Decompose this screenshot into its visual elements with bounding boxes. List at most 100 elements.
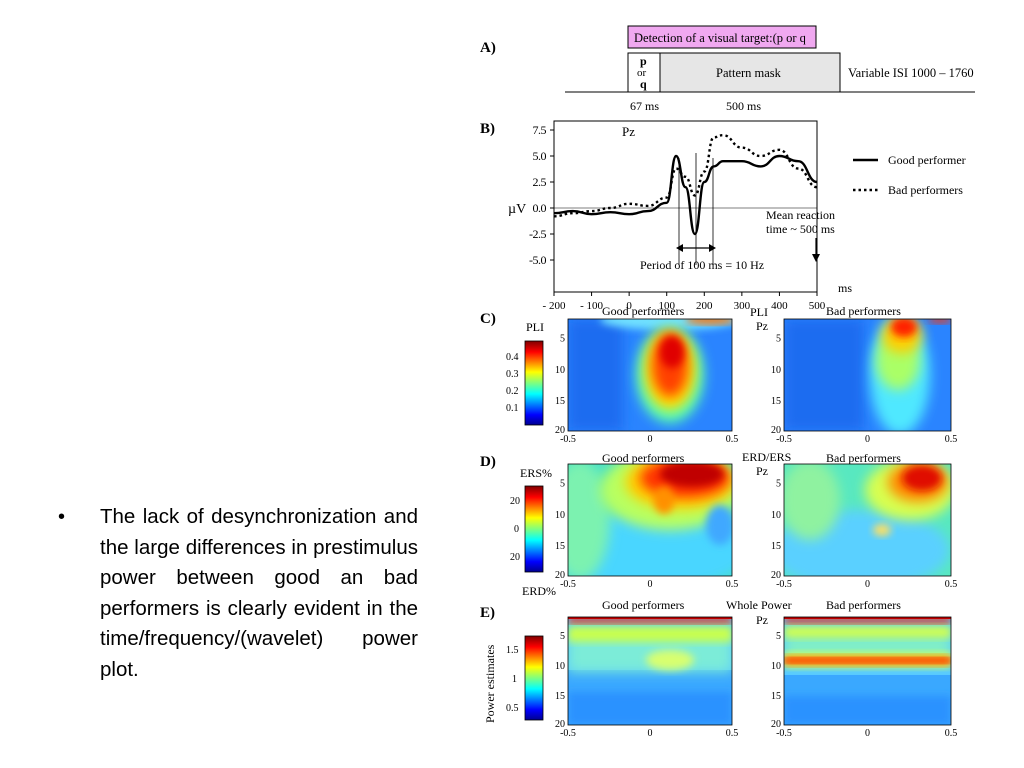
- erp-y-tick-label: 5.0: [533, 149, 547, 163]
- heatmap-e-right-y-tick-label: 20: [771, 719, 781, 730]
- heatmap-d-right-x-tick-label: 0.5: [945, 579, 958, 590]
- panel-e-colorbar: [524, 635, 544, 721]
- erp-x-unit: ms: [838, 281, 852, 295]
- legend-good-label: Good performer: [888, 153, 966, 167]
- isi-label: Variable ISI 1000 – 1760: [848, 66, 974, 80]
- panel-d-colorbar-tick-bottom: 20: [510, 552, 520, 563]
- heatmap-d-right-y-tick-label: 20: [771, 570, 781, 581]
- erp-y-tick-label: 7.5: [533, 123, 547, 137]
- erp-x-tick-label: - 200: [543, 300, 566, 312]
- erp-x-tick-label: 200: [696, 300, 713, 312]
- heatmap-d-left-y-tick-label: 10: [555, 510, 565, 521]
- panel-d-heatmap-bad: [784, 464, 951, 576]
- heatmap-e-right-y-tick-label: 10: [771, 661, 781, 672]
- heatmap-d-left-y-tick-label: 15: [555, 541, 565, 552]
- panel-e-colorbar-tick-05: 0.5: [506, 703, 519, 714]
- period-arrow-right-head: [709, 244, 716, 252]
- heatmap-e-right-y-tick-label: 5: [776, 631, 781, 642]
- heatmap-d-right-y-tick-label: 10: [771, 510, 781, 521]
- erp-x-tick-label: 100: [658, 300, 675, 312]
- heatmap-c-left-y-tick-label: 20: [555, 425, 565, 436]
- rt-annotation-line1: Mean reaction: [766, 208, 835, 222]
- erp-x-tick-label: 0: [626, 300, 632, 312]
- heatmap-e-right-x-tick-label: 0: [865, 728, 870, 739]
- erp-y-tick-label: -2.5: [529, 227, 546, 241]
- heatmap-c-right-y-tick-label: 20: [771, 425, 781, 436]
- heatmap-c-left-x-tick-label: -0.5: [560, 434, 576, 445]
- panel-d-title-right: Bad performers: [826, 451, 901, 465]
- erp-x-tick-label: 400: [771, 300, 788, 312]
- heatmap-d-left-x-tick-label: 0: [648, 579, 653, 590]
- heatmap-d-right-x-tick-label: -0.5: [776, 579, 792, 590]
- rt-arrow-head: [812, 254, 820, 262]
- time-label-67: 67 ms: [630, 99, 659, 113]
- heatmap-c-left-y-tick-label: 10: [555, 365, 565, 376]
- heatmap-c-right-x-tick-label: 0: [865, 434, 870, 445]
- panel-c-colorbar-label: PLI: [526, 320, 544, 334]
- panel-e-title-right: Bad performers: [826, 598, 901, 612]
- panel-e-heatmap-bad-frame: [783, 616, 952, 726]
- heatmap-e-right-y-tick-label: 15: [771, 691, 781, 702]
- erp-series-good: [553, 154, 818, 236]
- panel-c-heatmap-bad: [784, 319, 951, 431]
- heatmap-e-left-x-tick-label: 0: [648, 728, 653, 739]
- stim-letter-p: p: [640, 54, 647, 68]
- erp-series-bad: [553, 133, 818, 218]
- heatmap-c-right-x-tick-label: -0.5: [776, 434, 792, 445]
- panel-c-colorbar-tick-04: 0.4: [506, 352, 519, 363]
- mask-box: [659, 52, 841, 93]
- erp-y-axis-label: µV: [508, 202, 526, 217]
- panel-c-label: C): [480, 311, 496, 327]
- panel-d-middle-label-1: ERD/ERS: [742, 450, 791, 464]
- erp-y-tick-label: 0.0: [533, 201, 547, 215]
- panel-d-middle-label-2: Pz: [756, 464, 768, 478]
- period-arrow-left-head: [676, 244, 683, 252]
- erp-x-tick-label: 300: [734, 300, 751, 312]
- panel-b-label: B): [480, 121, 495, 137]
- panel-d-title-left: Good performers: [602, 451, 685, 465]
- heatmap-c-right-x-tick-label: 0.5: [945, 434, 958, 445]
- panel-d-heatmap-good-frame: [567, 463, 733, 577]
- erp-plot-frame: [553, 120, 818, 293]
- time-label-500: 500 ms: [726, 99, 761, 113]
- panel-d-colorbar-tick-mid: 0: [514, 524, 519, 535]
- panel-d-heatmap-bad-frame: [783, 463, 952, 577]
- panel-d-label: D): [480, 454, 496, 470]
- panel-c-heatmap-good: [568, 319, 732, 431]
- panel-e-middle-label-2: Pz: [756, 613, 768, 627]
- period-annotation: Period of 100 ms = 10 Hz: [640, 258, 764, 272]
- heatmap-c-left-x-tick-label: 0: [648, 434, 653, 445]
- bullet-text: The lack of desynchronization and the la…: [100, 505, 418, 681]
- heatmap-d-right-x-tick-label: 0: [865, 579, 870, 590]
- panel-d-colorbar-bottom: ERD%: [522, 584, 556, 598]
- heatmap-c-right-y-tick-label: 5: [776, 334, 781, 345]
- panel-c-middle-label-2: Pz: [756, 319, 768, 333]
- panel-e-label: E): [480, 605, 495, 621]
- erp-chart: 7.5 5.0 2.5 0.0 -2.5 -5.0 - 200 - 100 0 100 200 300…: [529, 120, 826, 312]
- panel-a-label: A): [480, 40, 496, 56]
- panel-d-colorbar-tick-top: 20: [510, 496, 520, 507]
- heatmap-c-right-y-tick-label: 15: [771, 396, 781, 407]
- heatmap-d-right-y-tick-label: 15: [771, 541, 781, 552]
- erp-x-tick-label: 500: [809, 300, 826, 312]
- panel-e-colorbar-tick-1: 1: [512, 674, 517, 685]
- heatmap-e-right-x-tick-label: 0.5: [945, 728, 958, 739]
- panel-c-heatmap-good-frame: [567, 318, 733, 432]
- heatmap-e-right-x-tick-label: -0.5: [776, 728, 792, 739]
- stimulus-box: [627, 52, 661, 93]
- panel-e-colorbar-label: Power estimates: [483, 644, 497, 723]
- heatmap-e-left-y-tick-label: 20: [555, 719, 565, 730]
- panel-c-title-left: Good performers: [602, 304, 685, 318]
- panel-c-colorbar-tick-01: 0.1: [506, 403, 519, 414]
- heatmap-c-left-y-tick-label: 5: [560, 334, 565, 345]
- heatmap-d-left-x-tick-label: -0.5: [560, 579, 576, 590]
- panel-c-colorbar-tick-03: 0.3: [506, 369, 519, 380]
- heatmap-e-left-x-tick-label: -0.5: [560, 728, 576, 739]
- heatmap-e-left-y-tick-label: 10: [555, 661, 565, 672]
- heatmap-e-left-x-tick-label: 0.5: [726, 728, 739, 739]
- stim-letter-or: or: [637, 67, 647, 79]
- erp-y-tick-label: 2.5: [533, 175, 547, 189]
- rt-annotation-line2: time ~ 500 ms: [766, 222, 835, 236]
- panel-e-heatmap-good-frame: [567, 616, 733, 726]
